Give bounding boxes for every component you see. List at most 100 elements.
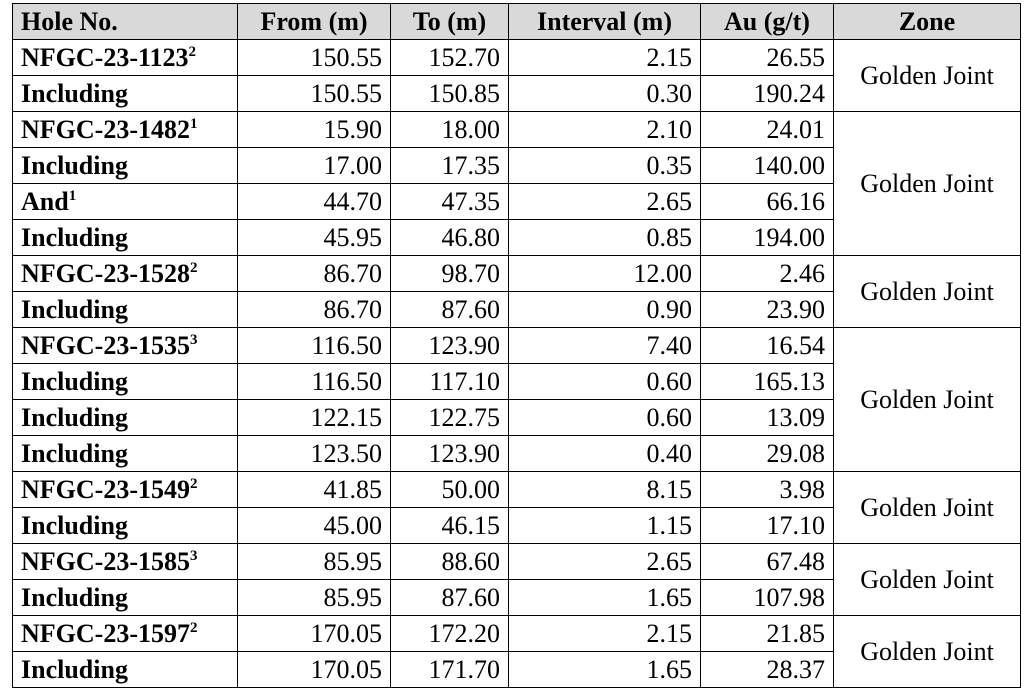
to-cell: 50.00 bbox=[390, 471, 509, 508]
from-cell: 85.95 bbox=[237, 579, 391, 616]
footnote-mark: 2 bbox=[188, 43, 197, 60]
au-cell: 13.09 bbox=[700, 399, 834, 436]
hole-id: NFGC-23-1123 bbox=[21, 42, 189, 72]
hole-id: Including bbox=[21, 402, 128, 432]
from-cell: 123.50 bbox=[237, 435, 391, 472]
interval-cell: 12.00 bbox=[508, 255, 701, 292]
row: NFGC-23-14821 15.90 18.00 2.10 24.01 Golden J… bbox=[12, 111, 1021, 256]
from-cell: 15.90 bbox=[237, 111, 391, 148]
zone-cell: Golden Joint bbox=[833, 327, 1021, 472]
header-cell: Au (g/t) bbox=[700, 3, 834, 40]
from-cell: 41.85 bbox=[237, 471, 391, 508]
to-cell: 123.90 bbox=[390, 435, 509, 472]
footnote-mark: 2 bbox=[189, 619, 198, 636]
au-cell: 23.90 bbox=[700, 291, 834, 328]
hole-cell: Including bbox=[12, 579, 238, 616]
footnote-mark: 3 bbox=[189, 331, 198, 348]
interval-cell: 2.15 bbox=[508, 39, 701, 76]
hole-id: And bbox=[21, 186, 69, 216]
row: Including 170.05 171.70 1.65 28.37 bbox=[12, 651, 1021, 688]
row: Including 45.95 46.80 0.85 194.00 bbox=[12, 219, 1021, 256]
au-cell: 17.10 bbox=[700, 507, 834, 544]
interval-cell: 2.65 bbox=[508, 543, 701, 580]
header-cell: Interval (m) bbox=[508, 3, 701, 40]
to-cell: 17.35 bbox=[390, 147, 509, 184]
zone-cell: Golden Joint bbox=[833, 39, 1021, 112]
from-cell: 86.70 bbox=[237, 291, 391, 328]
hole-cell: NFGC-23-11232 bbox=[12, 39, 238, 76]
hole-cell: Including bbox=[12, 399, 238, 436]
hole-cell: Including bbox=[12, 435, 238, 472]
from-cell: 150.55 bbox=[237, 75, 391, 112]
au-cell: 24.01 bbox=[700, 111, 834, 148]
interval-cell: 0.60 bbox=[508, 399, 701, 436]
au-cell: 107.98 bbox=[700, 579, 834, 616]
interval-cell: 2.65 bbox=[508, 183, 701, 220]
au-cell: 16.54 bbox=[700, 327, 834, 364]
hole-id: NFGC-23-1597 bbox=[21, 618, 190, 648]
hole-id: Including bbox=[21, 366, 128, 396]
au-cell: 66.16 bbox=[700, 183, 834, 220]
table-body: NFGC-23-11232 150.55 152.70 2.15 26.55 Golden… bbox=[12, 39, 1021, 688]
au-cell: 29.08 bbox=[700, 435, 834, 472]
row: Including 17.00 17.35 0.35 140.00 bbox=[12, 147, 1021, 184]
hole-cell: Including bbox=[12, 363, 238, 400]
row: Including 45.00 46.15 1.15 17.10 bbox=[12, 507, 1021, 544]
interval-cell: 8.15 bbox=[508, 471, 701, 508]
footnote-mark: 1 bbox=[189, 115, 198, 132]
header-cell: To (m) bbox=[390, 3, 509, 40]
from-cell: 44.70 bbox=[237, 183, 391, 220]
hole-cell: And1 bbox=[12, 183, 238, 220]
hole-cell: Including bbox=[12, 75, 238, 112]
row: Including 116.50 117.10 0.60 165.13 bbox=[12, 363, 1021, 400]
au-cell: 140.00 bbox=[700, 147, 834, 184]
from-cell: 45.95 bbox=[237, 219, 391, 256]
results-table: Hole No. From (m) To (m) Interval (m) Au (g/… bbox=[12, 3, 1021, 688]
from-cell: 170.05 bbox=[237, 651, 391, 688]
footnote-mark: 2 bbox=[189, 475, 198, 492]
hole-cell: Including bbox=[12, 291, 238, 328]
row: NFGC-23-15972 170.05 172.20 2.15 21.85 Golden… bbox=[12, 615, 1021, 688]
header-cell: From (m) bbox=[237, 3, 391, 40]
hole-id: Including bbox=[21, 222, 128, 252]
hole-cell: NFGC-23-15282 bbox=[12, 255, 238, 292]
zone-cell: Golden Joint bbox=[833, 111, 1021, 256]
interval-cell: 0.90 bbox=[508, 291, 701, 328]
au-cell: 165.13 bbox=[700, 363, 834, 400]
zone-cell: Golden Joint bbox=[833, 255, 1021, 328]
row: NFGC-23-15353 116.50 123.90 7.40 16.54 Golden… bbox=[12, 327, 1021, 472]
zone-cell: Golden Joint bbox=[833, 615, 1021, 688]
hole-id: NFGC-23-1528 bbox=[21, 258, 190, 288]
hole-id: Including bbox=[21, 150, 128, 180]
zone-cell: Golden Joint bbox=[833, 543, 1021, 616]
au-cell: 26.55 bbox=[700, 39, 834, 76]
header-cell: Hole No. bbox=[12, 3, 238, 40]
hole-cell: Including bbox=[12, 507, 238, 544]
hole-id: Including bbox=[21, 294, 128, 324]
hole-cell: NFGC-23-15353 bbox=[12, 327, 238, 364]
hole-id: NFGC-23-1549 bbox=[21, 474, 190, 504]
hole-id: Including bbox=[21, 78, 128, 108]
footnote-mark: 3 bbox=[189, 547, 198, 564]
to-cell: 172.20 bbox=[390, 615, 509, 652]
hole-cell: NFGC-23-15972 bbox=[12, 615, 238, 652]
au-cell: 28.37 bbox=[700, 651, 834, 688]
hole-id: Including bbox=[21, 654, 128, 684]
interval-cell: 1.15 bbox=[508, 507, 701, 544]
to-cell: 150.85 bbox=[390, 75, 509, 112]
hole-cell: Including bbox=[12, 651, 238, 688]
hole-id: NFGC-23-1585 bbox=[21, 546, 190, 576]
hole-id: NFGC-23-1482 bbox=[21, 114, 190, 144]
interval-cell: 1.65 bbox=[508, 651, 701, 688]
hole-id: NFGC-23-1535 bbox=[21, 330, 190, 360]
to-cell: 18.00 bbox=[390, 111, 509, 148]
interval-cell: 0.60 bbox=[508, 363, 701, 400]
interval-cell: 0.30 bbox=[508, 75, 701, 112]
au-cell: 67.48 bbox=[700, 543, 834, 580]
zone-cell: Golden Joint bbox=[833, 471, 1021, 544]
from-cell: 170.05 bbox=[237, 615, 391, 652]
row: NFGC-23-15492 41.85 50.00 8.15 3.98 Golden Jo… bbox=[12, 471, 1021, 544]
hole-cell: Including bbox=[12, 147, 238, 184]
au-cell: 190.24 bbox=[700, 75, 834, 112]
interval-cell: 0.40 bbox=[508, 435, 701, 472]
